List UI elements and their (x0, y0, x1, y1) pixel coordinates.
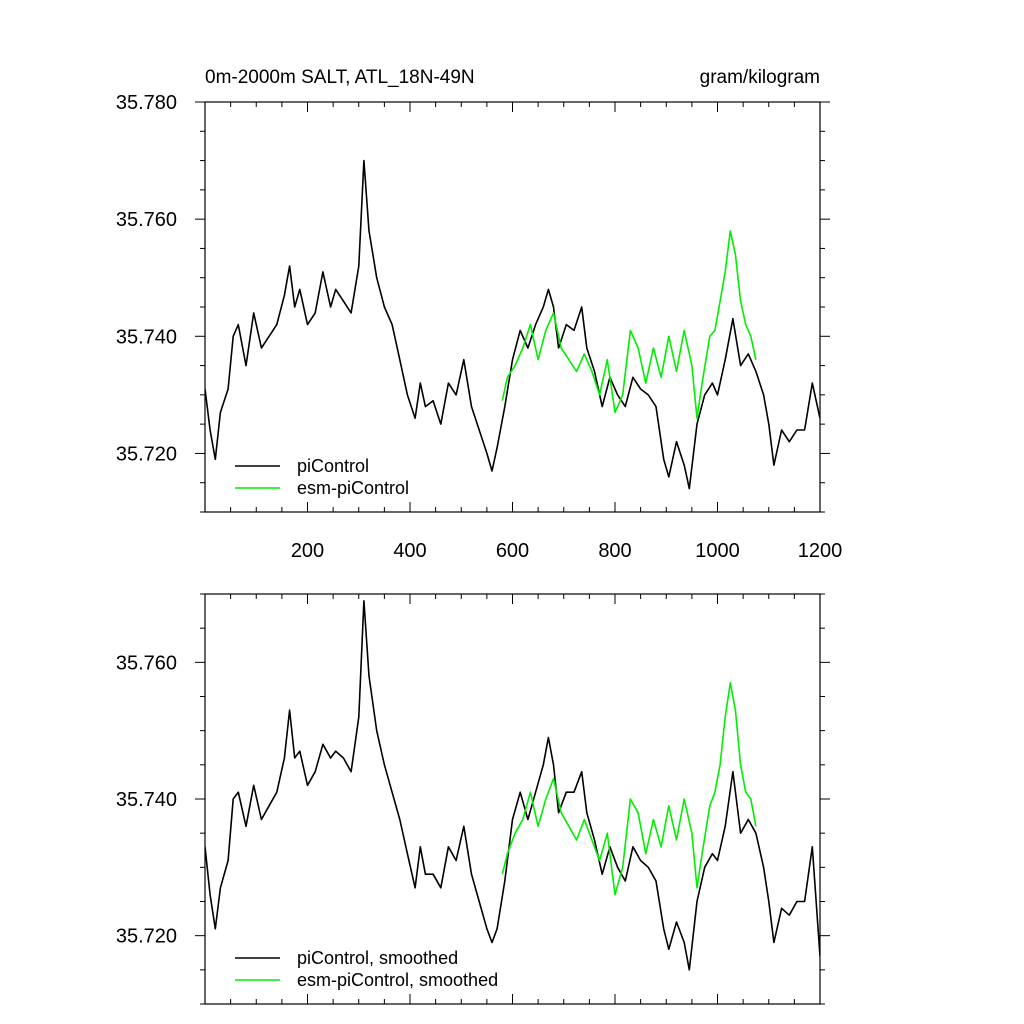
chart-title: 0m-2000m SALT, ATL_18N-49N (205, 67, 475, 88)
top-panel: 200 400 600 800 1000 1200 35.780 35.760 35.740 35… (116, 92, 842, 562)
x-tick-label: 800 (598, 540, 631, 562)
y-tick-label: 35.760 (116, 209, 177, 231)
legend-label: esm-piControl, smoothed (297, 970, 498, 990)
y-tick-label: 35.720 (116, 926, 177, 948)
series-line-picontrol (205, 159, 820, 490)
legend-label: piControl (297, 456, 369, 476)
x-tick-label: 1000 (695, 540, 740, 562)
plot-frame (204, 101, 821, 513)
legend-label: piControl, smoothed (297, 948, 458, 968)
y-tick-label: 35.760 (116, 652, 177, 674)
x-tick-label: 400 (393, 540, 426, 562)
y-tick-label: 35.720 (116, 443, 177, 465)
x-tick-label: 200 (291, 540, 324, 562)
series-line-esm-picontrol-smoothed (501, 681, 757, 896)
legend-label: esm-piControl (297, 478, 409, 498)
bottom-panel: 35.760 35.740 35.720 piControl, smoothedesm… (116, 593, 830, 1005)
y-tick-label: 35.780 (116, 92, 177, 114)
plot-frame (204, 593, 821, 1005)
y-tick-label: 35.740 (116, 326, 177, 348)
x-tick-label: 600 (496, 540, 529, 562)
x-tick-label: 1200 (798, 540, 843, 562)
series-line-esm-picontrol (501, 230, 757, 420)
y-tick-label: 35.740 (116, 789, 177, 811)
chart-units: gram/kilogram (700, 67, 820, 88)
series-line-picontrol-smoothed (205, 599, 820, 971)
